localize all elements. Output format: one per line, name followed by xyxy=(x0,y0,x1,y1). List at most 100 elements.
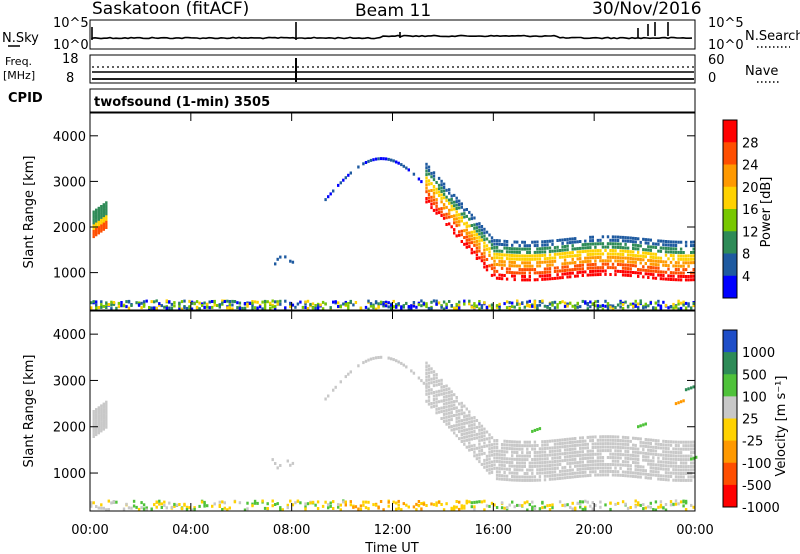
data-cell xyxy=(652,445,655,449)
data-cell xyxy=(692,444,695,448)
data-cell xyxy=(168,501,171,505)
data-cell xyxy=(667,264,670,268)
data-cell xyxy=(102,413,105,417)
data-cell xyxy=(296,302,300,306)
data-cell xyxy=(473,306,476,310)
data-cell xyxy=(563,245,567,248)
data-cell xyxy=(533,254,537,258)
data-cell xyxy=(435,397,438,401)
data-cell xyxy=(591,446,594,449)
data-cell xyxy=(460,219,463,223)
data-cell xyxy=(581,270,584,274)
data-cell xyxy=(253,501,257,505)
data-cell xyxy=(216,304,219,307)
data-cell xyxy=(160,502,163,506)
data-cell xyxy=(611,438,615,442)
data-cell xyxy=(432,171,436,175)
data-cell xyxy=(649,452,652,456)
data-cell xyxy=(563,301,567,305)
time-tick-label: 00:00 xyxy=(71,523,108,538)
data-cell xyxy=(90,306,93,310)
data-cell xyxy=(639,465,642,469)
data-cell xyxy=(576,264,579,268)
data-cell xyxy=(168,300,171,304)
data-cell xyxy=(528,454,531,458)
data-cell xyxy=(553,300,557,304)
data-cell xyxy=(601,473,605,477)
data-cell xyxy=(458,206,461,210)
data-cell xyxy=(632,257,635,261)
data-cell xyxy=(659,260,663,264)
data-cell xyxy=(677,451,680,455)
data-cell xyxy=(569,468,572,472)
data-cell xyxy=(513,274,516,278)
data-cell xyxy=(551,463,554,467)
data-cell xyxy=(624,239,627,243)
data-cell xyxy=(629,453,632,457)
data-cell xyxy=(561,252,564,256)
data-cell xyxy=(105,223,108,227)
data-cell xyxy=(543,453,547,457)
data-cell xyxy=(672,461,675,465)
data-cell xyxy=(629,239,632,243)
data-cell xyxy=(508,247,511,250)
data-cell xyxy=(100,423,103,427)
data-cell xyxy=(521,254,524,258)
data-cell xyxy=(165,306,168,310)
data-cell xyxy=(684,261,688,265)
data-cell xyxy=(672,457,675,461)
data-cell xyxy=(528,304,531,307)
colorbar-swatch xyxy=(723,462,737,486)
data-cell xyxy=(97,223,100,227)
data-cell xyxy=(528,244,531,248)
data-cell xyxy=(92,235,95,239)
data-cell xyxy=(601,466,605,470)
data-cell xyxy=(142,503,146,507)
data-cell xyxy=(480,428,484,432)
data-cell xyxy=(440,214,443,217)
data-cell xyxy=(432,370,436,374)
data-cell xyxy=(203,500,206,504)
data-cell xyxy=(97,420,100,424)
data-cell xyxy=(558,473,562,477)
data-cell xyxy=(102,422,105,425)
data-cell xyxy=(95,408,98,412)
data-cell xyxy=(682,264,685,268)
data-cell xyxy=(97,217,100,221)
data-cell xyxy=(574,254,577,258)
data-cell xyxy=(379,300,383,304)
data-cell xyxy=(599,435,602,439)
data-cell xyxy=(523,271,526,275)
data-cell xyxy=(561,255,564,259)
colorbar-tick-label: 25 xyxy=(742,413,759,428)
data-cell xyxy=(415,508,418,512)
data-cell xyxy=(526,500,529,504)
data-cell xyxy=(584,443,587,446)
data-cell xyxy=(553,439,557,443)
noise-left-tick-bottom: 10^0 xyxy=(53,38,89,53)
data-cell xyxy=(596,249,600,253)
data-cell xyxy=(324,198,327,202)
data-cell xyxy=(533,302,537,306)
data-cell xyxy=(442,412,446,416)
data-cell xyxy=(528,271,531,275)
data-cell xyxy=(448,188,451,192)
data-cell xyxy=(662,270,665,274)
data-cell xyxy=(412,172,416,176)
data-cell xyxy=(634,240,637,244)
data-cell xyxy=(629,253,632,257)
data-cell xyxy=(614,452,617,456)
data-cell xyxy=(569,275,572,279)
data-cell xyxy=(470,247,473,251)
data-cell xyxy=(579,250,582,254)
data-cell xyxy=(369,302,373,306)
data-cell xyxy=(528,251,531,254)
data-cell xyxy=(581,446,584,450)
data-cell xyxy=(551,456,554,460)
data-cell xyxy=(690,468,693,472)
data-cell xyxy=(503,239,506,243)
data-cell xyxy=(621,270,625,274)
data-cell xyxy=(579,436,582,440)
data-cell xyxy=(511,475,514,478)
data-cell xyxy=(508,267,511,271)
